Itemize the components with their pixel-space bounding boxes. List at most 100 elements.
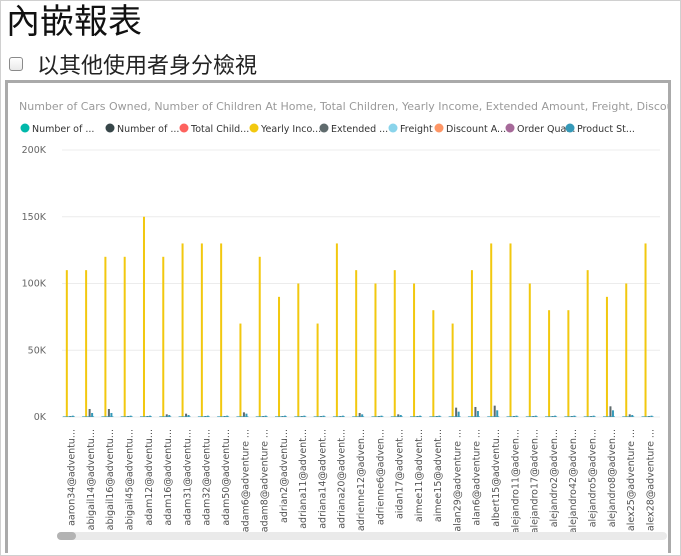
bar[interactable] — [496, 410, 499, 417]
bar[interactable] — [258, 256, 261, 417]
bar[interactable] — [509, 243, 512, 417]
bar[interactable] — [91, 412, 94, 417]
page-title: 內嵌報表 — [6, 2, 142, 42]
bar[interactable] — [242, 412, 245, 417]
bar[interactable] — [181, 243, 184, 417]
bar[interactable] — [567, 310, 570, 417]
bar[interactable] — [399, 414, 402, 417]
bar[interactable] — [200, 243, 203, 417]
bar[interactable] — [470, 270, 473, 417]
bar[interactable] — [393, 270, 396, 417]
y-tick-label: 150K — [22, 212, 47, 223]
bar[interactable] — [397, 414, 400, 417]
bar[interactable] — [85, 270, 88, 417]
legend-marker — [319, 123, 329, 133]
x-tick-label: aimee15@advent... — [433, 429, 444, 522]
bar — [525, 416, 538, 417]
legend-label[interactable]: Product St... — [577, 124, 635, 135]
bar[interactable] — [316, 323, 319, 417]
x-tick-label: adam32@adventu... — [202, 429, 213, 526]
legend-label[interactable]: Extended ... — [331, 124, 388, 135]
bar[interactable] — [110, 412, 113, 417]
chart-bars — [62, 216, 654, 418]
bar — [236, 416, 249, 417]
bar[interactable] — [476, 410, 479, 417]
view-as-row[interactable]: 以其他使用者身分檢視 — [9, 50, 258, 79]
x-tick-label: adriana14@advent... — [317, 429, 328, 529]
bar[interactable] — [628, 414, 631, 417]
bar[interactable] — [165, 414, 168, 417]
legend-marker — [505, 123, 515, 133]
bar[interactable] — [374, 283, 377, 418]
horizontal-scrollbar[interactable] — [57, 532, 667, 540]
bar[interactable] — [107, 408, 110, 417]
bar[interactable] — [278, 296, 281, 417]
legend-marker — [179, 123, 189, 133]
bar[interactable] — [548, 310, 551, 417]
bar[interactable] — [239, 323, 242, 417]
bar[interactable] — [625, 283, 628, 418]
x-tick-label: adrienne6@adven... — [375, 429, 386, 525]
bar[interactable] — [358, 412, 361, 417]
x-tick-label: adrian2@adventu... — [279, 429, 290, 523]
bar — [82, 416, 95, 417]
bar[interactable] — [451, 323, 454, 417]
view-as-checkbox[interactable] — [9, 57, 23, 71]
x-tick-label: aidan17@advent... — [395, 429, 406, 519]
legend-label[interactable]: Order Qua... — [517, 124, 575, 135]
bar[interactable] — [611, 410, 614, 417]
bar[interactable] — [631, 414, 634, 417]
legend-label[interactable]: Total Child... — [190, 124, 249, 135]
legend-marker — [565, 123, 575, 133]
bar[interactable] — [528, 283, 531, 418]
bar — [197, 416, 210, 417]
bar[interactable] — [455, 407, 458, 417]
bar[interactable] — [361, 414, 364, 417]
bar[interactable] — [432, 310, 435, 417]
scrollbar-thumb[interactable] — [57, 532, 76, 540]
x-tick-label: adriana20@advent... — [337, 429, 348, 529]
legend-label[interactable]: Number of ... — [117, 124, 179, 135]
legend-label[interactable]: Freight — [400, 124, 433, 135]
bar[interactable] — [187, 414, 190, 417]
legend-label[interactable]: Yearly Inco... — [260, 124, 321, 135]
chart-title: Number of Cars Owned, Number of Children… — [19, 100, 668, 113]
bar[interactable] — [297, 283, 300, 418]
x-tick-label: aaron34@adventu... — [67, 429, 78, 526]
bar[interactable] — [605, 296, 608, 417]
bar[interactable] — [104, 256, 107, 417]
bar[interactable] — [609, 406, 612, 417]
bar[interactable] — [168, 414, 171, 417]
y-axis: 200K 150K 100K 50K 0K — [22, 145, 47, 423]
legend-marker — [105, 123, 115, 133]
bar[interactable] — [88, 408, 91, 417]
bar[interactable] — [586, 270, 589, 417]
bar — [313, 416, 326, 417]
bar[interactable] — [123, 256, 126, 417]
bar[interactable] — [490, 243, 493, 417]
bar[interactable] — [162, 256, 165, 417]
view-as-label: 以其他使用者身分檢視 — [37, 54, 258, 79]
bar — [371, 416, 384, 417]
bar[interactable] — [142, 216, 145, 417]
bar[interactable] — [355, 270, 358, 417]
bar[interactable] — [413, 283, 416, 418]
bar — [275, 416, 288, 417]
bar[interactable] — [65, 270, 68, 417]
bar — [332, 416, 345, 417]
bar[interactable] — [245, 413, 248, 417]
bar[interactable] — [474, 406, 477, 417]
bar — [448, 416, 461, 417]
legend-label[interactable]: Number of ... — [32, 124, 94, 135]
bar[interactable] — [644, 243, 647, 417]
bar — [429, 416, 442, 417]
x-tick-label: alejandro42@adven... — [568, 429, 579, 533]
bar[interactable] — [220, 243, 223, 417]
x-tick-label: albert15@adventu... — [491, 429, 502, 527]
bar[interactable] — [185, 413, 188, 417]
legend-label[interactable]: Discount A... — [446, 124, 506, 135]
bar[interactable] — [493, 405, 496, 417]
bar[interactable] — [457, 411, 460, 417]
bar — [159, 416, 172, 417]
bar[interactable] — [335, 243, 338, 417]
